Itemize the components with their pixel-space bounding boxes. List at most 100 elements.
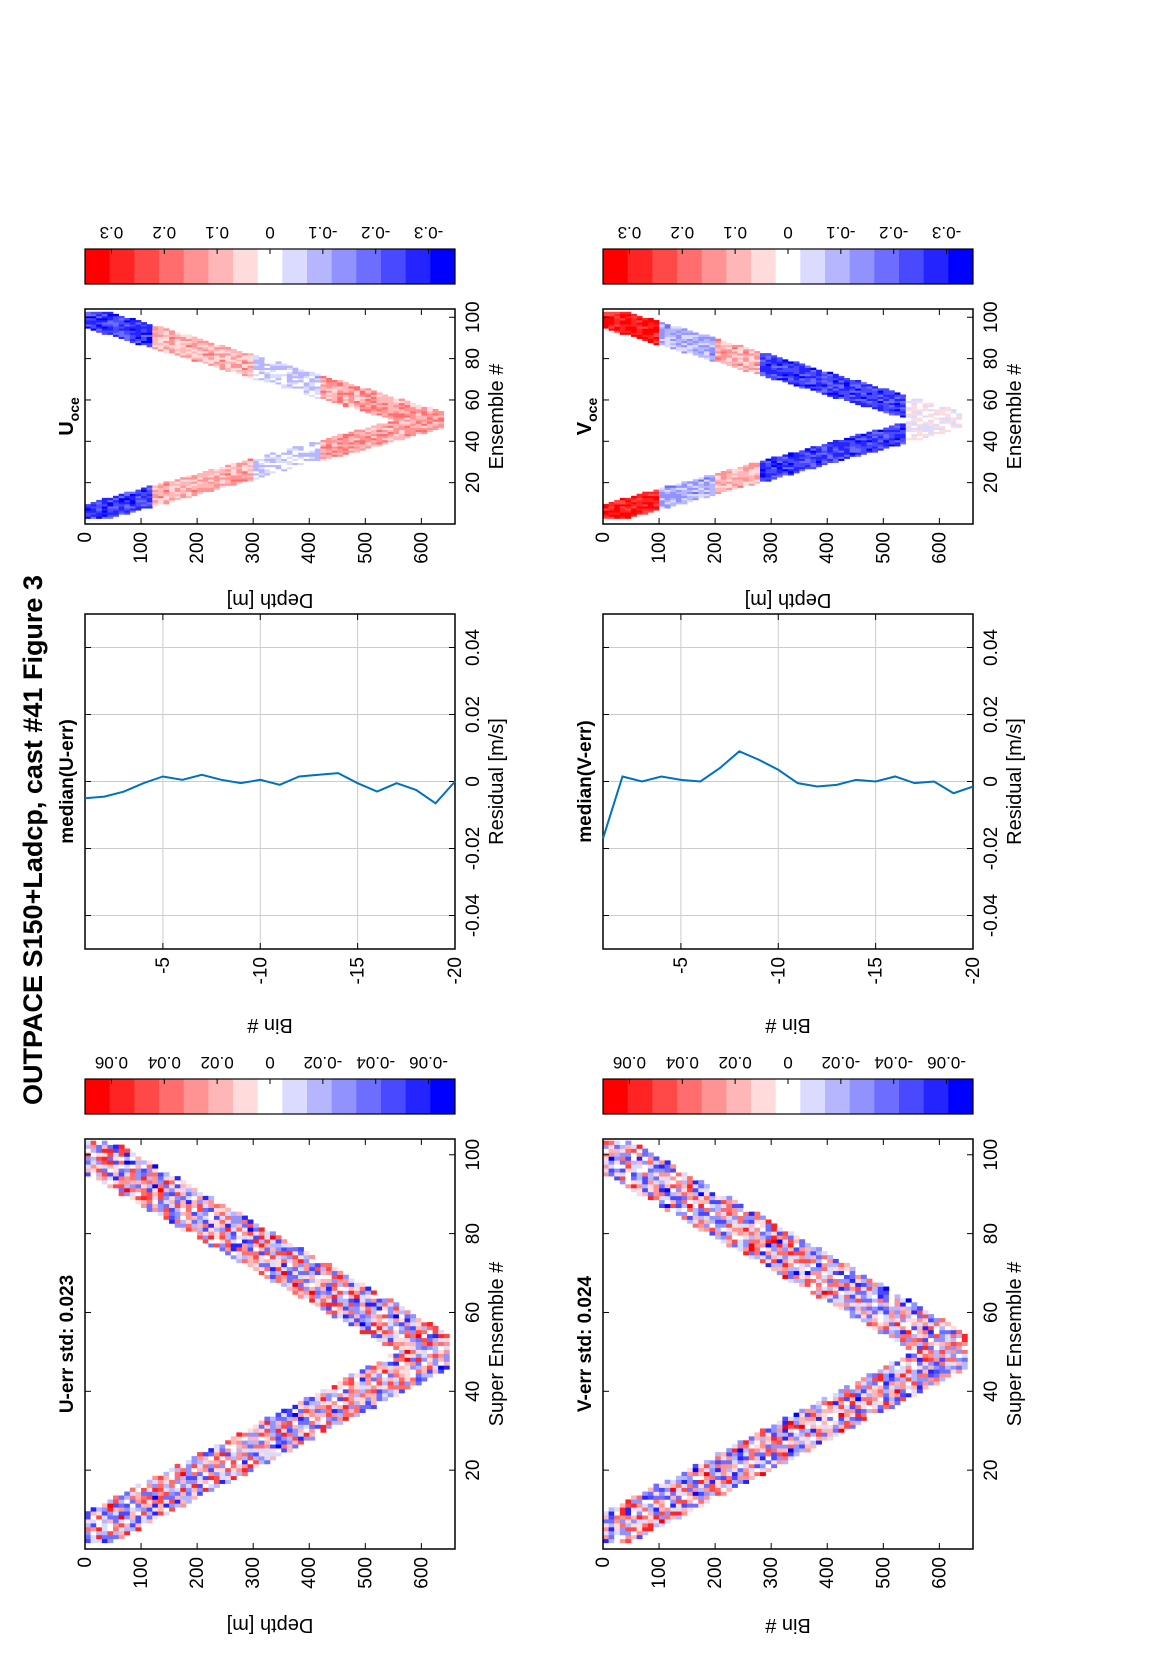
u-err-cell [118, 1495, 125, 1500]
u-oce-cell [398, 431, 405, 435]
v-err-cell [709, 1483, 716, 1488]
u-err-cell [292, 1444, 299, 1449]
v-oce-cell [631, 508, 637, 511]
v-err-cell [664, 1203, 671, 1208]
u-oce-cell [236, 361, 243, 364]
v-err-cell [799, 1258, 806, 1264]
u-oce-cell [309, 377, 316, 381]
u-err-cell [298, 1424, 304, 1429]
v-err-cell [844, 1400, 850, 1406]
v-err-cell [670, 1503, 677, 1508]
u-oce-cell [247, 462, 254, 466]
u-err-cell [96, 1538, 103, 1544]
u-oce-cell [438, 413, 445, 416]
v-err-cell [877, 1389, 884, 1394]
u-err-cell [270, 1444, 276, 1449]
v-err-cell [703, 1471, 710, 1477]
u-err-cell [96, 1160, 103, 1165]
v-oce-cell [731, 470, 738, 474]
u-err-cell [359, 1325, 366, 1331]
v-err-cell [844, 1389, 850, 1394]
v-oce-cell [698, 493, 705, 497]
v-err-cell [816, 1258, 822, 1264]
u-err-cell [314, 1302, 321, 1307]
u-oce-cell [410, 419, 417, 422]
u-oce-cell [387, 423, 394, 426]
v-err-ylabel: Bin # [764, 1614, 810, 1636]
u-oce-cell [376, 429, 383, 432]
v-err-cell [928, 1345, 935, 1350]
v-oce-cell [804, 452, 811, 455]
u-err-cell [107, 1511, 114, 1516]
u-oce-cell [314, 396, 321, 399]
u-err-cell [253, 1243, 260, 1248]
u-oce-cell [432, 417, 439, 420]
u-err-cell [208, 1239, 215, 1244]
u-oce-cell [185, 481, 192, 484]
u-oce-cell [197, 344, 204, 348]
u-oce-cell [191, 336, 198, 339]
u-oce-cell [118, 328, 125, 331]
u-oce-cell [404, 402, 411, 406]
v-err-cell [916, 1349, 923, 1354]
v-err-cell [816, 1404, 822, 1410]
v-err-cell [916, 1322, 923, 1327]
v-err-cell [832, 1420, 839, 1425]
u-oce-cell [398, 429, 405, 432]
u-err-cell [370, 1322, 377, 1327]
u-err-cell [219, 1207, 226, 1212]
u-err-cell [118, 1507, 125, 1512]
u-err-cell [113, 1144, 119, 1149]
v-err-cell [866, 1373, 873, 1378]
u-oce-cell [135, 491, 142, 495]
u-err-cell [230, 1219, 237, 1224]
u-err-cell [174, 1491, 181, 1496]
u-oce-cell [129, 491, 136, 495]
v-oce-cell [619, 501, 626, 505]
u-err-cell [337, 1385, 344, 1390]
u-err-cell [90, 1527, 97, 1532]
u-err-cell [337, 1412, 344, 1417]
v-err-cell [698, 1483, 705, 1488]
u-err-cell [404, 1310, 411, 1315]
v-err-cell [866, 1310, 873, 1315]
u-err-cell [337, 1306, 344, 1311]
v-err-cell [866, 1318, 873, 1323]
u-err-cell [225, 1235, 232, 1240]
u-err-cell [393, 1377, 400, 1382]
u-oce-cell [320, 386, 327, 389]
v-oce-cell [922, 433, 929, 437]
u-oce-cell [113, 326, 119, 329]
v-oce-cell [793, 464, 800, 468]
v-err-cell [720, 1475, 727, 1481]
u-oce-cell [393, 400, 400, 404]
u-oce-cell [326, 377, 332, 381]
u-err-cell [421, 1345, 428, 1350]
u-err-cell [141, 1483, 147, 1488]
u-err-cell [241, 1235, 248, 1240]
u-err-cell [169, 1499, 175, 1504]
u-oce-cell [264, 365, 271, 368]
u-oce-cell [359, 390, 366, 393]
v-err-cell [782, 1460, 789, 1465]
v-err-cell [731, 1243, 738, 1248]
u-oce-cell [314, 454, 321, 457]
u-err-cell [253, 1231, 260, 1236]
u-err-cell [326, 1302, 332, 1307]
u-err-cell [129, 1184, 136, 1189]
v-err-cell [698, 1467, 705, 1473]
v-err-cell [653, 1483, 660, 1488]
u-err-cell [197, 1452, 204, 1457]
u-oce-cell [281, 452, 288, 455]
u-oce-cell [101, 499, 108, 503]
v-err-cell [821, 1270, 828, 1276]
v-err-cell [821, 1428, 828, 1433]
v-err-cell [799, 1270, 806, 1276]
v-err-cell [883, 1302, 890, 1307]
u-oce-cell [107, 504, 114, 507]
u-err-cell [298, 1270, 304, 1276]
u-oce-cell [163, 332, 170, 335]
v-oce-cell [754, 473, 761, 476]
v-err-cell [776, 1231, 783, 1236]
u-err-cell [342, 1314, 349, 1319]
